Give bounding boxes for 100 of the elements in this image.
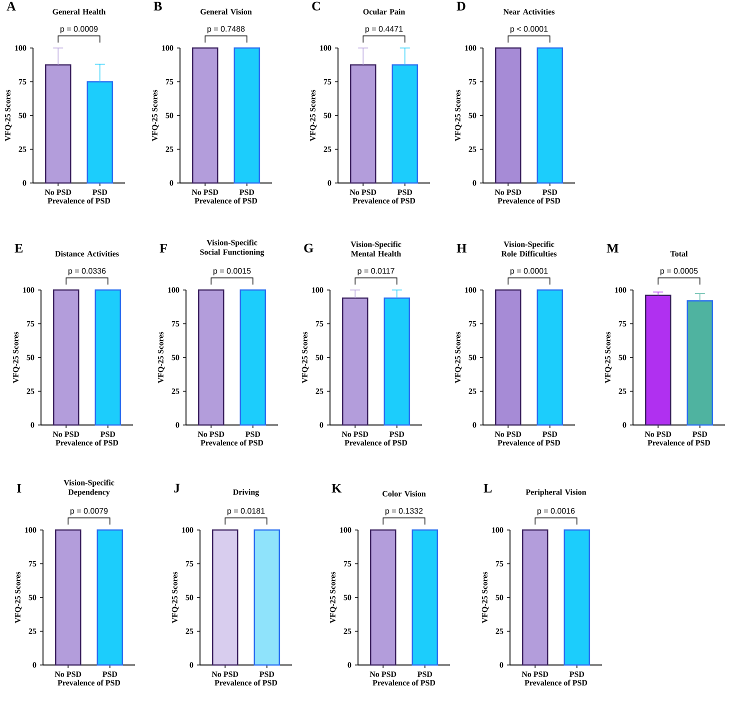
- y-tick-label: 75: [26, 321, 34, 326]
- chart-title: Driving: [233, 489, 260, 496]
- y-axis-title: VFQ-25 Scores: [310, 90, 317, 142]
- text: p = 0.0117: [358, 268, 394, 276]
- y-tick-label: 25: [496, 628, 504, 634]
- chart-title: General Vision: [200, 8, 252, 14]
- y-axis-title: VFQ-25 Scores: [302, 332, 309, 384]
- y-tick-label: 25: [468, 388, 476, 394]
- y-tick-label: 75: [186, 561, 194, 566]
- y-tick-label: 25: [186, 628, 194, 634]
- text: p = 0.7488: [208, 26, 245, 34]
- chart-title: Distance Activities: [55, 250, 119, 256]
- text: p = 0.0005: [660, 268, 698, 276]
- y-tick-label: 25: [166, 146, 174, 152]
- y-tick-label: 75: [18, 79, 26, 84]
- x-tick-label: PSD: [240, 190, 254, 195]
- y-tick-label: 0: [472, 180, 476, 186]
- y-tick-label: 100: [340, 527, 352, 533]
- x-tick-label: No PSD: [192, 190, 218, 195]
- y-tick-label: 100: [465, 287, 476, 293]
- x-axis-title: Prevalence of PSD: [498, 440, 560, 446]
- y-tick-label: 25: [344, 628, 352, 634]
- y-tick-label: 75: [166, 79, 174, 84]
- text: p = 0.4471: [366, 26, 403, 34]
- y-tick-label: 50: [324, 112, 332, 118]
- chart-title: Vision-Specific Role Difficulties: [501, 241, 557, 256]
- y-tick-label: 100: [492, 527, 504, 533]
- y-tick-label: 50: [618, 354, 626, 360]
- text: D: [456, 2, 466, 10]
- y-tick-label: 0: [32, 662, 36, 668]
- text: p = 0.0009: [60, 26, 98, 34]
- x-tick-label: PSD: [542, 432, 558, 437]
- x-tick-label: No PSD: [342, 432, 368, 437]
- x-tick-label: No PSD: [370, 672, 396, 677]
- text: p = 0.0015: [214, 268, 251, 276]
- y-tick-label: 75: [468, 79, 476, 84]
- x-tick-label: PSD: [246, 432, 260, 437]
- y-tick-label: 50: [496, 594, 504, 600]
- x-tick-label: PSD: [569, 672, 584, 677]
- y-axis-title: VFQ-25 Scores: [15, 572, 22, 624]
- y-axis-title: VFQ-25 Scores: [455, 332, 462, 384]
- text: p = 0.0001: [510, 268, 548, 276]
- y-tick-label: 0: [472, 422, 476, 428]
- y-axis-title: VFQ-25 Scores: [455, 90, 462, 142]
- y-tick-label: 0: [22, 180, 26, 186]
- x-tick-label: PSD: [542, 190, 558, 195]
- y-tick-label: 75: [172, 321, 180, 326]
- chart-title: Peripheral Vision: [526, 489, 586, 496]
- y-tick-label: 100: [15, 45, 26, 51]
- text: M: [606, 244, 618, 252]
- chart-title: Vision-Specific Mental Health: [350, 241, 402, 256]
- y-tick-label: 25: [172, 388, 180, 394]
- y-tick-label: 25: [26, 388, 34, 394]
- y-tick-label: 0: [320, 422, 324, 428]
- y-tick-label: 50: [468, 112, 476, 118]
- y-axis-title: VFQ-25 Scores: [152, 90, 159, 142]
- x-tick-label: PSD: [92, 190, 108, 195]
- y-tick-label: 0: [190, 662, 194, 668]
- x-tick-label: PSD: [100, 432, 116, 437]
- y-tick-label: 50: [316, 354, 324, 360]
- y-axis-title: VFQ-25 Scores: [482, 572, 489, 624]
- y-tick-label: 25: [468, 146, 476, 152]
- y-tick-label: 75: [28, 561, 36, 566]
- y-tick-label: 50: [468, 354, 476, 360]
- x-tick-label: No PSD: [212, 672, 238, 677]
- y-tick-label: 50: [344, 594, 352, 600]
- x-axis-title: Prevalence of PSD: [524, 680, 588, 686]
- x-axis-title: Prevalence of PSD: [56, 440, 118, 446]
- y-tick-label: 75: [496, 561, 504, 566]
- y-tick-label: 0: [622, 422, 626, 428]
- y-tick-label: 50: [166, 112, 174, 118]
- x-tick-label: No PSD: [52, 432, 80, 437]
- y-tick-label: 25: [28, 628, 36, 634]
- x-tick-label: No PSD: [350, 190, 376, 195]
- chart-title: Total: [670, 250, 688, 256]
- text: F: [160, 244, 167, 252]
- x-tick-label: PSD: [398, 190, 412, 195]
- text: I: [16, 484, 22, 492]
- x-tick-label: No PSD: [198, 432, 224, 437]
- y-tick-label: 100: [320, 45, 332, 51]
- y-tick-label: 25: [618, 388, 626, 394]
- text: J: [174, 484, 180, 492]
- chart-title: General Health: [52, 8, 106, 14]
- y-tick-label: 100: [162, 45, 174, 51]
- y-tick-label: 50: [172, 354, 180, 360]
- text: B: [154, 2, 162, 10]
- text: p < 0.0001: [510, 26, 548, 34]
- y-tick-label: 50: [26, 354, 34, 360]
- x-tick-label: No PSD: [54, 672, 82, 677]
- y-axis-title: VFQ-25 Scores: [330, 572, 337, 624]
- y-tick-label: 75: [618, 321, 626, 326]
- x-tick-label: PSD: [390, 432, 404, 437]
- x-tick-label: PSD: [102, 672, 118, 677]
- y-tick-label: 75: [468, 321, 476, 326]
- y-tick-label: 100: [182, 527, 194, 533]
- text: K: [332, 484, 342, 492]
- x-axis-title: Prevalence of PSD: [214, 680, 278, 686]
- chart-title: Near Activities: [503, 8, 555, 14]
- text: H: [456, 244, 466, 252]
- x-tick-label: PSD: [692, 432, 708, 437]
